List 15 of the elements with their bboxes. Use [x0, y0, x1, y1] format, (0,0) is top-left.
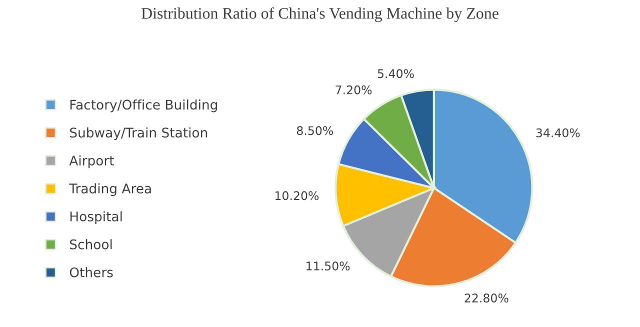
legend-label: Trading Area	[69, 183, 151, 196]
data-label: 11.50%	[306, 262, 350, 270]
legend-label: Airport	[69, 155, 114, 168]
data-label: 22.80%	[464, 294, 508, 302]
legend-label: Hospital	[70, 211, 122, 224]
data-label: 7.20%	[336, 85, 372, 94]
legend-label: Subway/Train Station	[70, 127, 208, 140]
data-label: 34.40%	[536, 128, 580, 138]
chart-title: Distribution Ratio of China's Vending Machine by Zone	[141, 7, 498, 22]
data-label: 8.50%	[296, 126, 334, 136]
data-label: 10.20%	[276, 191, 319, 200]
legend-label: Factory/Office Building	[70, 99, 218, 112]
legend-label: School	[70, 239, 112, 250]
legend-label: Others	[70, 267, 113, 278]
data-label: 5.40%	[378, 69, 414, 78]
